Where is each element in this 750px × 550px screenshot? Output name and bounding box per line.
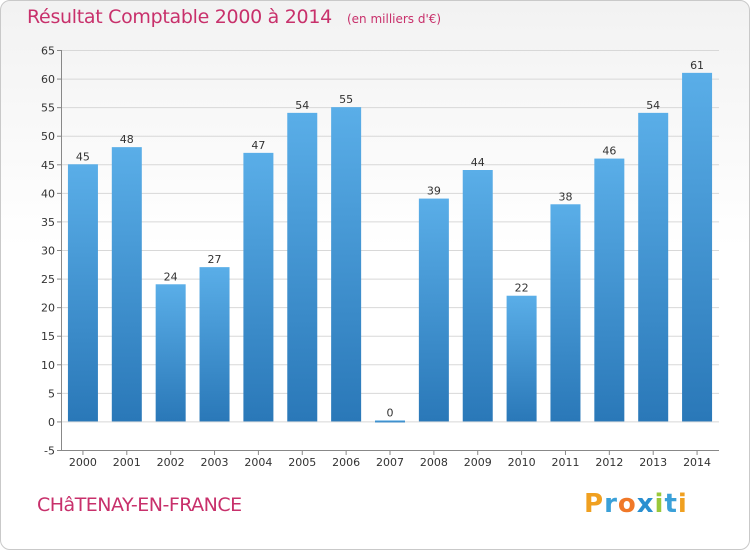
data-label-2006: 55 [339, 93, 353, 106]
data-label-2013: 54 [646, 99, 660, 112]
y-tick-label: 20 [41, 302, 55, 315]
logo-letter: t [664, 489, 678, 519]
data-label-2000: 45 [76, 150, 90, 163]
logo-letter: i [677, 489, 688, 519]
y-tick-label: 55 [41, 102, 55, 115]
data-label-2010: 22 [515, 282, 529, 295]
data-label-2005: 54 [295, 99, 309, 112]
bars [67, 72, 713, 423]
chart-title: Résultat Comptable 2000 à 2014 [27, 6, 332, 28]
data-label-2012: 46 [602, 145, 616, 158]
bar-2002 [155, 284, 186, 422]
x-tick-label-2003: 2003 [201, 456, 229, 469]
bar-2003 [199, 267, 230, 422]
bar-2012 [594, 158, 625, 422]
x-tick-label-2002: 2002 [157, 456, 185, 469]
data-label-2009: 44 [471, 156, 485, 169]
data-label-2007: 0 [387, 406, 394, 419]
commune-name: CHâTENAY-EN-FRANCE [37, 494, 242, 516]
x-tick-label-2009: 2009 [464, 456, 492, 469]
data-label-2004: 47 [251, 139, 265, 152]
x-tick-label-2008: 2008 [420, 456, 448, 469]
y-tick-label: -5 [44, 445, 55, 458]
bar-2008 [418, 198, 449, 422]
logo-letter: r [604, 489, 618, 519]
x-tick-label-2011: 2011 [551, 456, 579, 469]
y-tick-label: 10 [41, 359, 55, 372]
data-label-2001: 48 [120, 133, 134, 146]
y-tick-label: 25 [41, 273, 55, 286]
bar-2014 [682, 72, 713, 422]
y-tick-label: 65 [41, 45, 55, 58]
logo-letter: i [654, 489, 665, 519]
x-tick-label-2014: 2014 [683, 456, 711, 469]
y-tick-label: 60 [41, 73, 55, 86]
y-tick-label: 40 [41, 187, 55, 200]
bar-2001 [111, 147, 142, 422]
bar-2009 [462, 170, 493, 422]
bar-2010 [506, 295, 537, 422]
axes [57, 50, 719, 455]
y-tick-label: 5 [48, 387, 55, 400]
x-tick-label-2010: 2010 [508, 456, 536, 469]
bar-2007 [375, 420, 405, 423]
y-tick-label: 0 [48, 416, 55, 429]
chart-subtitle: (en milliers d'€) [346, 12, 442, 26]
y-tick-label: 35 [41, 216, 55, 229]
data-label-2008: 39 [427, 185, 441, 198]
x-tick-label-2004: 2004 [244, 456, 272, 469]
x-tick-label-2001: 2001 [113, 456, 141, 469]
logo-letter: o [617, 489, 637, 519]
bar-2011 [550, 204, 581, 422]
data-label-2003: 27 [208, 253, 222, 266]
x-tick-label-2007: 2007 [376, 456, 404, 469]
bar-2005 [287, 112, 318, 422]
logo-letter: x [636, 489, 655, 519]
data-label-2002: 24 [164, 270, 178, 283]
bar-2000 [67, 164, 98, 422]
y-tick-label: 45 [41, 159, 55, 172]
proxiti-logo[interactable]: Proxiti [584, 489, 688, 519]
y-tick-label: 50 [41, 130, 55, 143]
x-tick-label-2005: 2005 [288, 456, 316, 469]
data-label-2011: 38 [558, 190, 572, 203]
logo-letter: P [584, 489, 605, 519]
labels: -5 0 5 10 15 20 25 30 35 40 45 50 55 60 65 45 2000 48 2001… [41, 45, 711, 470]
x-tick-label-2012: 2012 [595, 456, 623, 469]
chart-title-row: Résultat Comptable 2000 à 2014 (en milli… [27, 6, 441, 28]
y-tick-label: 30 [41, 245, 55, 258]
bar-2004 [243, 152, 274, 422]
data-label-2014: 61 [690, 59, 704, 72]
bar-2013 [638, 112, 669, 422]
x-tick-label-2006: 2006 [332, 456, 360, 469]
bar-2006 [331, 107, 362, 422]
x-tick-label-2013: 2013 [639, 456, 667, 469]
x-tick-label-2000: 2000 [69, 456, 97, 469]
y-tick-label: 15 [41, 330, 55, 343]
